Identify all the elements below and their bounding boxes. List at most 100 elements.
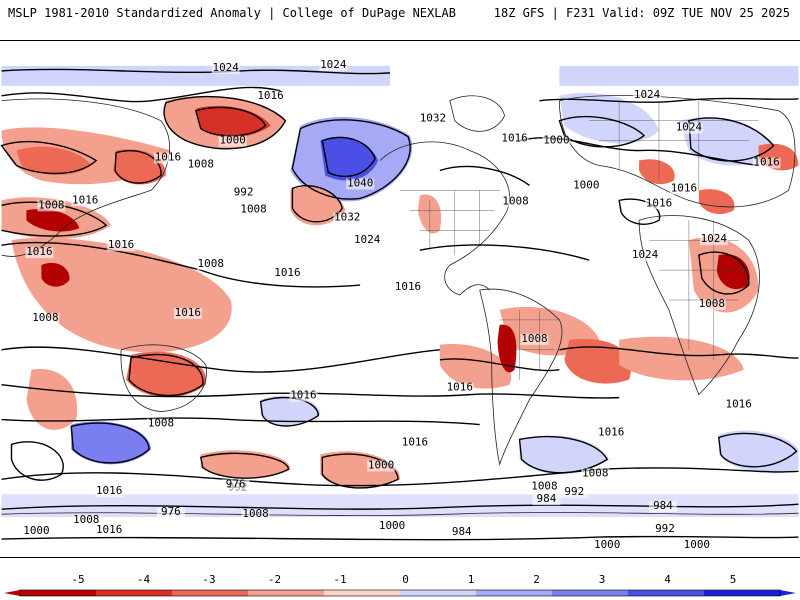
isobar-label-bg [674,122,703,134]
isobar-line [518,436,609,474]
colorbar-segment [552,590,629,596]
isobar-label-bg [394,282,422,294]
isobar-label-bg [530,481,559,493]
isobar-label: 984 [452,525,472,538]
isobar-label: 1024 [676,121,703,134]
isobar-line [1,467,799,487]
isobar-label-bg [218,135,247,147]
isobar-label: 1016 [447,381,473,394]
isobar-label: 1008 [73,513,99,526]
isobar-label: 1016 [274,266,300,279]
isobar-label-bg [378,521,406,533]
isobar-label: 1016 [726,398,752,411]
isobar-label-bg [633,89,661,101]
isobar-label-bg [418,113,447,125]
isobar-label: 1008 [240,202,266,215]
isobar-label-bg [699,234,728,246]
isobar-label-bg [333,212,362,224]
isobar-label: 1024 [320,58,347,71]
isobar-line [0,140,98,175]
isobar-label: 1016 [108,238,134,251]
isobar-label: 1016 [257,89,283,102]
mslp-anomaly-map: 1024 1016 1000 1008 992 1024 1040 1032 1032 1024 1… [0,40,800,558]
isobar-label-bg [289,390,318,402]
anomaly-colorbar: -5 -4 -3 -2 -1 0 1 2 3 4 5 [4,573,796,597]
isobar-label: 1000 [23,524,49,537]
negative-anomaly-area [564,338,632,384]
isobar-label: 1016 [395,280,421,293]
isobar-label: 1024 [701,232,728,245]
isobar-label-bg [400,437,429,449]
isobar-label-bg [229,187,258,199]
isobar-label: 1016 [96,484,122,497]
isobar-line [439,358,560,372]
isobar-label-bg [25,247,54,259]
isobar-label: 1008 [699,297,725,310]
isobar-label: 992 [564,485,584,498]
isobar-line [163,95,287,150]
isobar-label-bg [353,235,382,247]
isobar-label: 1000 [379,519,405,532]
asia-east-coast [1,98,171,257]
positive-anomaly-area [519,435,610,475]
chart-title: MSLP 1981-2010 Standardized Anomaly | Co… [8,6,456,20]
isobar-line [128,353,204,397]
isobar-label: 984 [537,492,557,505]
isobar-label: 1008 [38,198,64,211]
colorbar-segment [628,590,705,596]
isobar-label-bg [500,133,529,145]
isobar-label-bg [31,312,60,324]
isobar-label-bg [319,59,348,71]
negative-anomaly-area [439,344,512,389]
isobar-label: 1008 [521,332,547,345]
antarctica-coast [1,512,799,516]
isobar-label: 984 [653,499,673,512]
isobar-label: 1016 [175,306,201,319]
isobar-line [688,117,775,162]
negative-anomaly-area [497,324,517,373]
positive-anomaly-area [559,92,659,144]
isobar-label: 1008 [531,479,557,492]
isobar-label: 1016 [598,425,624,438]
negative-anomaly-area [126,351,207,398]
isobar-line [114,149,162,184]
isobar-label: 1032 [420,112,446,125]
isobar-line [199,452,290,479]
isobar-label: 1000 [684,538,710,551]
isobar-line [291,119,411,200]
isobar-label-bg [447,527,476,539]
isobar-line [259,396,320,427]
isobar-label-bg [697,299,726,310]
isobar-line [1,383,620,399]
colorbar-segment [172,590,249,596]
isobar-label-bg [520,333,549,345]
isobar-label: 1008 [148,417,174,430]
isobar-label-bg [256,90,285,102]
colorbar-outline [19,589,781,597]
negative-anomaly-core [41,262,70,287]
isobar-label: 1000 [219,134,245,147]
isobar-label-bg [651,524,679,536]
positive-anomaly-area [71,421,151,465]
isobar-line [439,165,530,186]
isobar-line [618,198,661,225]
isobar-label: 1024 [354,233,381,246]
isobar-label: 1024 [213,61,240,74]
colorbar-tick-label: 2 [533,573,540,586]
negative-anomaly-area [417,194,442,234]
isobar-line [1,535,799,541]
isobar-label-bg [542,135,571,147]
isobar-label: 1008 [198,257,224,270]
isobar-line [539,97,799,103]
isobar-line [70,422,150,464]
isobar-label: 1000 [368,458,394,471]
isobar-label: 1032 [334,210,360,223]
isobar-line [321,136,376,178]
isobar-label: 1024 [634,88,661,101]
colorbar-tick-label: 0 [402,573,409,586]
isobar-label-bg [241,509,270,521]
isobar-label-bg [95,486,124,498]
isobar-label-bg [724,399,753,411]
negative-anomaly-area [11,237,232,353]
isobar-line [718,432,798,468]
